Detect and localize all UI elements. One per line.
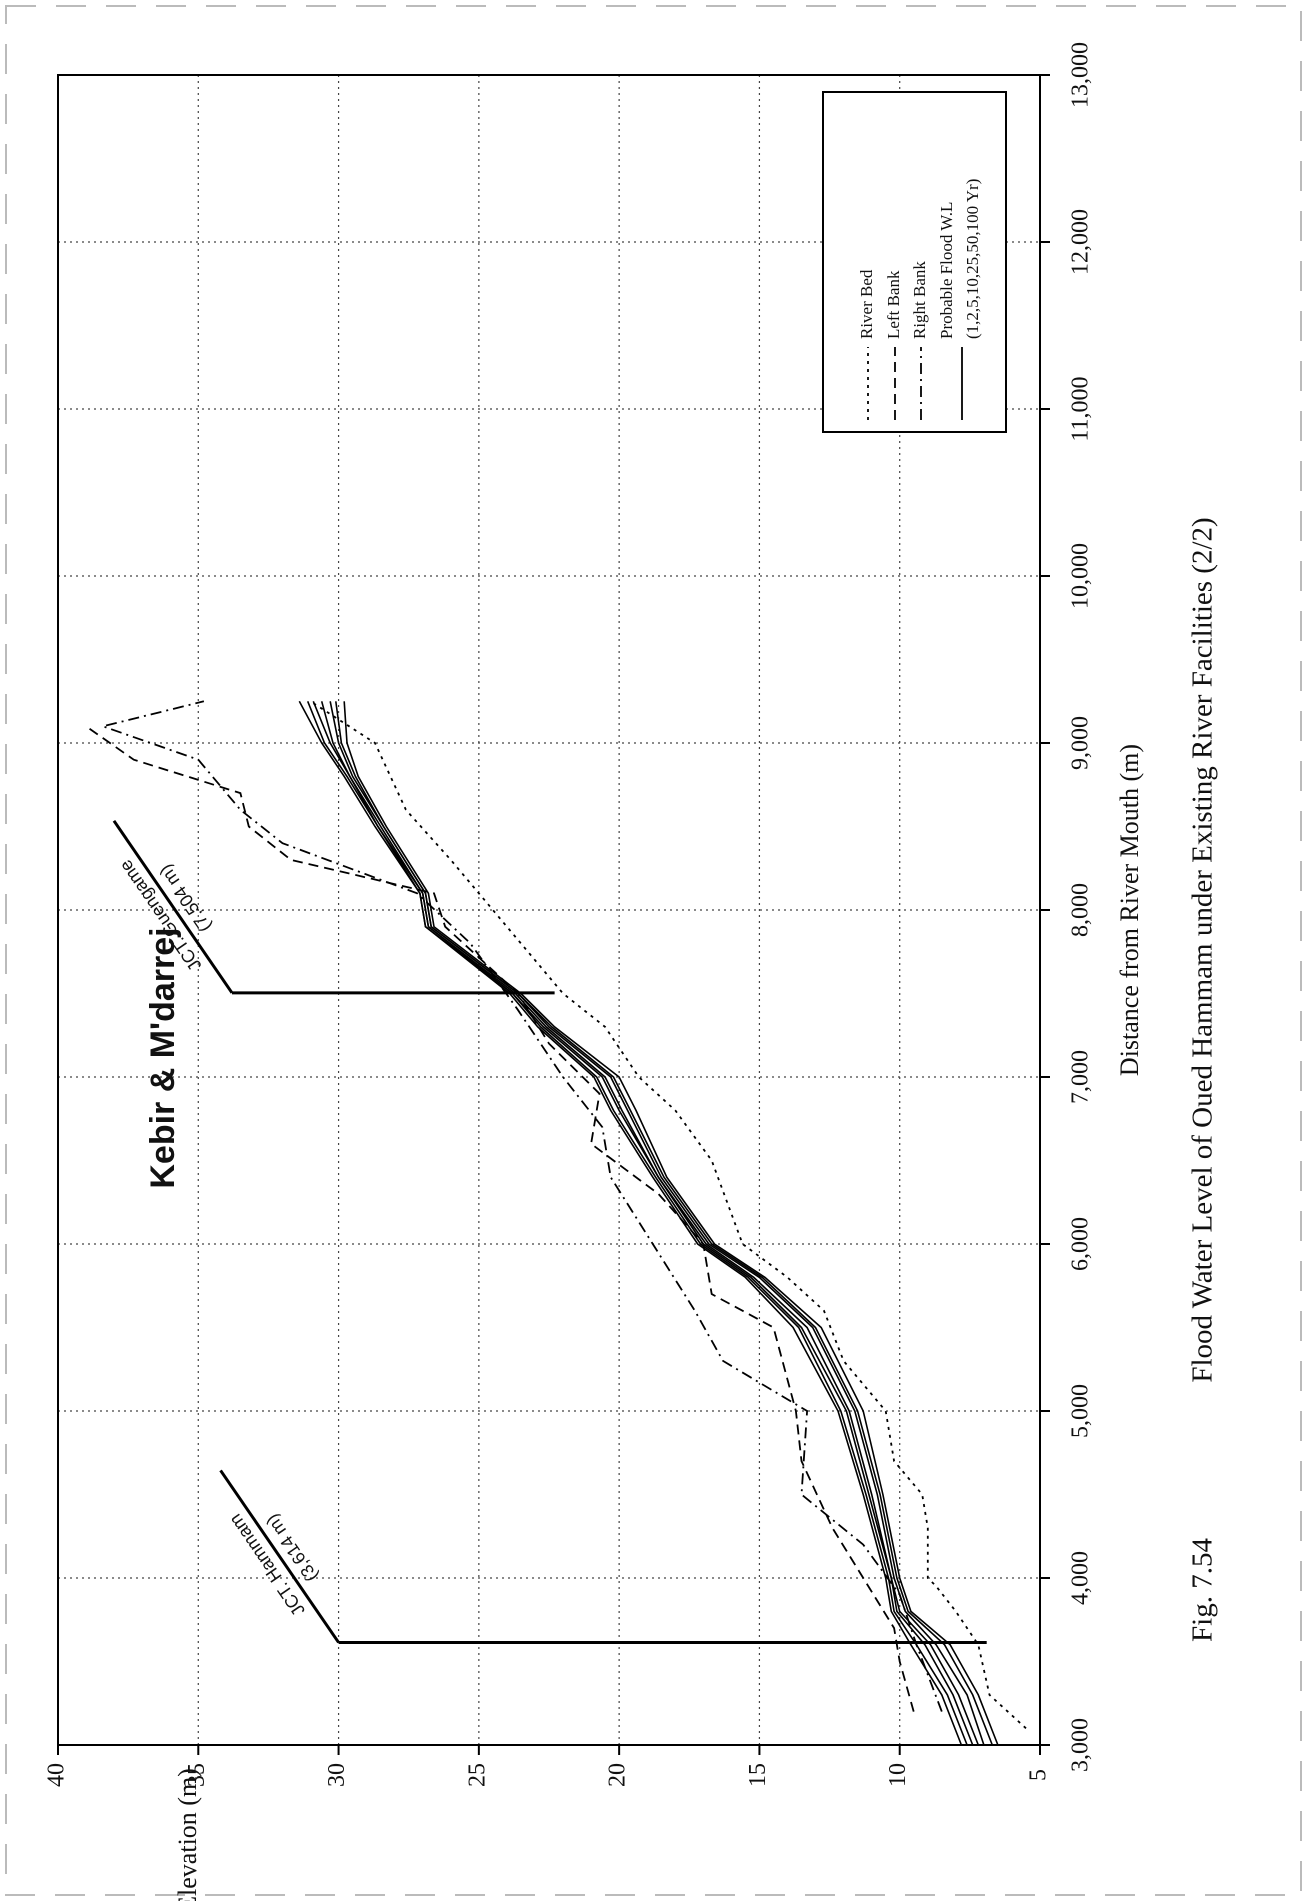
x-tick-label: 5,000	[1068, 1384, 1094, 1438]
legend-sublabel: (1,2,5,10,25,50,100 Yr)	[963, 179, 982, 339]
y-tick-label: 30	[324, 1763, 350, 1787]
legend-label: Right Bank	[910, 261, 929, 339]
x-tick-label: 8,000	[1068, 883, 1094, 937]
legend-box	[822, 91, 1007, 433]
series-line	[343, 701, 999, 1746]
x-tick-label: 9,000	[1068, 716, 1094, 770]
legend-label: River Bed	[857, 269, 876, 339]
x-axis-title: Distance from River Mouth (m)	[1115, 744, 1144, 1076]
y-tick-label: 35	[184, 1763, 210, 1787]
region-label: Kebir & M'darrej	[144, 927, 182, 1188]
legend-label: Probable Flood W.L	[937, 202, 956, 339]
series-line	[329, 701, 985, 1746]
x-tick-label: 10,000	[1068, 543, 1094, 609]
x-tick-label: 7,000	[1068, 1050, 1094, 1104]
y-tick-label: 5	[1026, 1769, 1052, 1781]
leader-line	[219, 1469, 340, 1644]
series-line	[298, 700, 963, 1746]
y-tick-label: 40	[44, 1763, 70, 1787]
page-border	[5, 5, 1302, 1896]
series-line	[306, 701, 968, 1746]
plot-frame	[57, 74, 1041, 1746]
x-tick-label: 13,000	[1068, 42, 1094, 108]
y-tick-label: 15	[745, 1763, 771, 1787]
x-tick-label: 6,000	[1068, 1217, 1094, 1271]
x-tick-label: 4,000	[1068, 1551, 1094, 1605]
series-line	[99, 700, 943, 1712]
x-tick-label: 12,000	[1068, 209, 1094, 275]
leader-line	[112, 819, 234, 994]
y-axis-title: Elevation (m)	[173, 1768, 202, 1901]
series-line	[85, 725, 915, 1712]
y-tick-label: 10	[885, 1763, 911, 1787]
chart-title: Flood Water Level of Oued Hammam under E…	[1187, 517, 1219, 1382]
y-tick-label: 25	[464, 1763, 490, 1787]
legend-label: Left Bank	[884, 270, 903, 339]
y-tick-label: 20	[605, 1763, 631, 1787]
x-tick-label: 11,000	[1068, 376, 1094, 441]
x-tick-label: 3,000	[1068, 1718, 1094, 1772]
figure-label: Fig. 7.54	[1187, 1538, 1219, 1642]
